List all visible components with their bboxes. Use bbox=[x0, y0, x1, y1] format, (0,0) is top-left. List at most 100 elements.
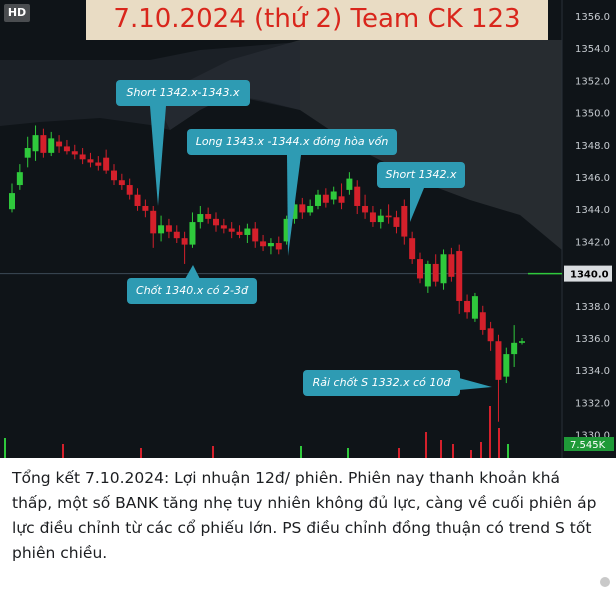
candle-body bbox=[519, 341, 525, 343]
y-tick-label: 1354.0 bbox=[575, 44, 610, 55]
y-tick-label: 1334.0 bbox=[575, 366, 610, 377]
candle-body bbox=[40, 135, 47, 153]
candle-body bbox=[315, 194, 321, 206]
y-tick-label: 1338.0 bbox=[575, 302, 610, 313]
candle-body bbox=[126, 185, 133, 195]
hd-badge: HD bbox=[4, 4, 30, 22]
candle-body bbox=[275, 243, 282, 250]
candle-body bbox=[87, 159, 94, 163]
volume-bar bbox=[140, 448, 142, 458]
callout-long: Long 1343.x -1344.x đóng hòa vốn bbox=[187, 129, 397, 155]
candle-body bbox=[9, 193, 15, 210]
candle-body bbox=[173, 231, 180, 239]
candle-body bbox=[103, 157, 110, 171]
candle-body bbox=[213, 218, 219, 226]
candle-body bbox=[95, 162, 102, 166]
candle-body bbox=[448, 254, 455, 277]
candle-body bbox=[409, 238, 416, 260]
callout-pointer bbox=[459, 378, 492, 390]
candle-body bbox=[338, 196, 345, 203]
volume-bar bbox=[212, 446, 214, 458]
candle-body bbox=[440, 254, 447, 284]
candle-body bbox=[291, 204, 298, 219]
summary-caption: Tổng kết 7.10.2024: Lợi nhuận 12đ/ phiên… bbox=[0, 458, 616, 590]
callout-short-2: Short 1342.x bbox=[377, 162, 465, 188]
candle-body bbox=[393, 217, 400, 227]
candle-body bbox=[299, 204, 306, 213]
candle-body bbox=[307, 205, 314, 213]
candle-body bbox=[495, 341, 502, 380]
volume-bar bbox=[425, 432, 427, 458]
candle-body bbox=[377, 215, 384, 223]
volume-tag bbox=[564, 437, 614, 451]
callout-pointer bbox=[287, 155, 301, 256]
volume-bar bbox=[300, 446, 302, 458]
volume-bar bbox=[62, 444, 64, 458]
y-tick-label: 1352.0 bbox=[575, 76, 610, 87]
candle-body bbox=[205, 214, 212, 219]
candle-body bbox=[464, 300, 471, 313]
candle-body bbox=[142, 205, 149, 211]
candle-body bbox=[48, 138, 55, 153]
chart-title: 7.10.2024 (thứ 2) Team CK 123 bbox=[86, 0, 548, 40]
y-tick-label: 1346.0 bbox=[575, 173, 610, 184]
volume-bar bbox=[489, 406, 491, 458]
candle-body bbox=[401, 205, 408, 237]
candle-body bbox=[417, 259, 423, 279]
current-price-label: 1340.0 bbox=[570, 270, 609, 281]
candle-body bbox=[165, 225, 172, 232]
candle-body bbox=[150, 210, 157, 234]
volume-bar bbox=[398, 448, 400, 458]
y-tick-label: 1342.0 bbox=[575, 237, 610, 248]
volume-bar bbox=[480, 442, 482, 458]
candle-body bbox=[236, 231, 243, 235]
candle-body bbox=[24, 148, 31, 158]
y-tick-label: 1330.0 bbox=[575, 431, 610, 442]
volume-bar bbox=[4, 438, 6, 458]
candle-body bbox=[118, 180, 125, 186]
volume-bar bbox=[470, 450, 472, 458]
candle-body bbox=[16, 172, 23, 186]
y-tick-label: 1356.0 bbox=[575, 12, 610, 23]
price-axis-bg bbox=[562, 0, 616, 458]
candle-body bbox=[244, 228, 251, 235]
callout-pointer bbox=[150, 106, 166, 206]
y-tick-label: 1344.0 bbox=[575, 205, 610, 216]
candle-body bbox=[181, 238, 188, 245]
candle-body bbox=[471, 296, 478, 319]
candle-body bbox=[503, 354, 510, 377]
candle-body bbox=[56, 141, 63, 147]
y-tick-label: 1336.0 bbox=[575, 334, 610, 345]
candle-body bbox=[479, 312, 486, 330]
candle-body bbox=[260, 241, 267, 247]
candle-body bbox=[197, 214, 204, 223]
corner-dot-icon bbox=[600, 577, 610, 587]
candle-body bbox=[354, 186, 361, 206]
volume-bar bbox=[498, 428, 500, 458]
candle-body bbox=[228, 228, 235, 232]
volume-label: 7.545K bbox=[570, 440, 606, 451]
candle-body bbox=[220, 225, 227, 229]
candle-body bbox=[283, 218, 290, 242]
candle-body bbox=[63, 146, 70, 152]
candle-body bbox=[134, 194, 141, 206]
candle-body bbox=[487, 328, 494, 342]
current-price-tag bbox=[564, 265, 612, 282]
volume-bar bbox=[440, 440, 442, 458]
volume-bar bbox=[347, 448, 349, 458]
candle-body bbox=[32, 135, 39, 152]
callout-pointer bbox=[410, 188, 424, 222]
volume-bar bbox=[452, 444, 454, 458]
candle-body bbox=[71, 151, 78, 155]
candle-body bbox=[111, 170, 117, 181]
price-chart[interactable]: 1330.0 1332.0 1334.0 1336.0 1338.0 1340.0 1342… bbox=[0, 0, 616, 458]
summary-text: Tổng kết 7.10.2024: Lợi nhuận 12đ/ phiên… bbox=[12, 469, 597, 562]
callout-take-profit-2: Rải chốt S 1332.x có 10đ bbox=[303, 370, 460, 396]
y-tick-label: 1332.0 bbox=[575, 398, 610, 409]
candle-body bbox=[456, 251, 463, 301]
candle-body bbox=[79, 154, 86, 160]
y-tick-label: 1350.0 bbox=[575, 109, 610, 120]
candle-body bbox=[385, 215, 392, 218]
volume-bar bbox=[507, 444, 509, 458]
candle-body bbox=[330, 191, 337, 200]
